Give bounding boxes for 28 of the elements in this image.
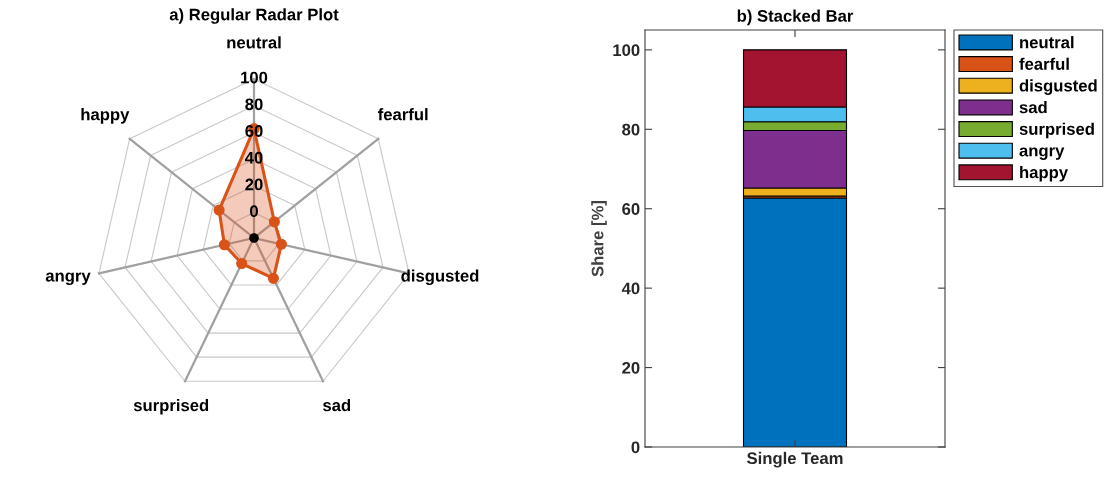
y-tick-label: 100 <box>613 44 640 57</box>
x-tick-label: Single Team <box>747 451 843 468</box>
spoke-label: sad <box>323 398 351 412</box>
spoke-label: disgusted <box>401 269 479 286</box>
spoke-label: fearful <box>377 108 428 121</box>
chart-title: b) Stacked Bar <box>737 9 854 26</box>
y-tick-label: 0 <box>631 441 640 454</box>
spoke-label: happy <box>81 108 130 124</box>
y-tick-label: 60 <box>622 203 640 215</box>
legend-label: neutral <box>1020 36 1074 49</box>
y-tick-label: 80 <box>622 123 640 136</box>
y-tick-label: 100 <box>241 71 268 84</box>
legend-label: sad <box>1019 101 1047 114</box>
spoke-label: angry <box>45 272 91 286</box>
legend-label: angry <box>1019 147 1065 160</box>
spoke-label: neutral <box>227 36 281 49</box>
y-axis-title: Share [%] <box>591 201 607 277</box>
spoke-label: surprised <box>133 398 209 415</box>
legend-label: happy <box>1020 165 1068 182</box>
legend-label: disgusted <box>1019 79 1097 95</box>
chart-title: a) Regular Radar Plot <box>169 8 339 24</box>
y-tick-label: 20 <box>245 178 263 191</box>
legend-label: surprised <box>1019 122 1094 139</box>
legend-label: fearful <box>1019 57 1069 70</box>
y-tick-label: 20 <box>622 361 640 374</box>
y-tick-label: 40 <box>621 282 640 295</box>
y-tick-label: 80 <box>245 98 263 111</box>
y-tick-label: 0 <box>250 205 258 218</box>
